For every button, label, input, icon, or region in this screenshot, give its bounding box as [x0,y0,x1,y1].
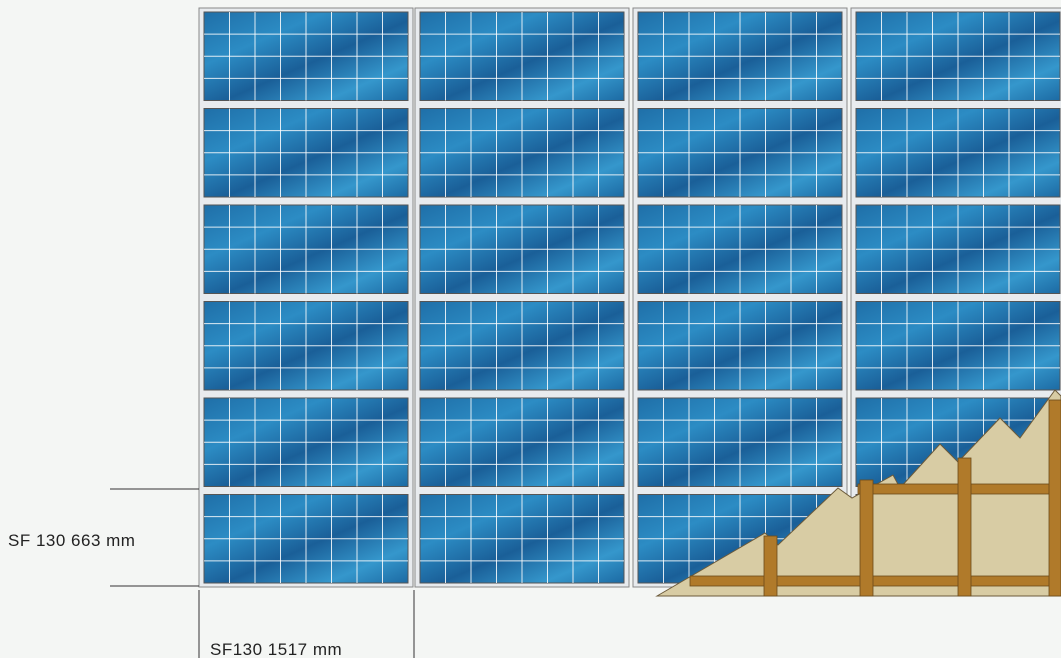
post [763,535,778,597]
dimension-lines [110,488,415,658]
post [859,479,874,597]
roof-cutaway [655,389,1061,597]
beam [689,575,1061,587]
panel-frame [632,7,848,588]
post [1048,399,1061,597]
post [957,457,972,597]
panel-frame [414,7,630,588]
height-label: SF 130 663 mm [8,531,135,550]
width-label: SF130 1517 mm [210,640,342,658]
panel-frame [198,7,414,588]
